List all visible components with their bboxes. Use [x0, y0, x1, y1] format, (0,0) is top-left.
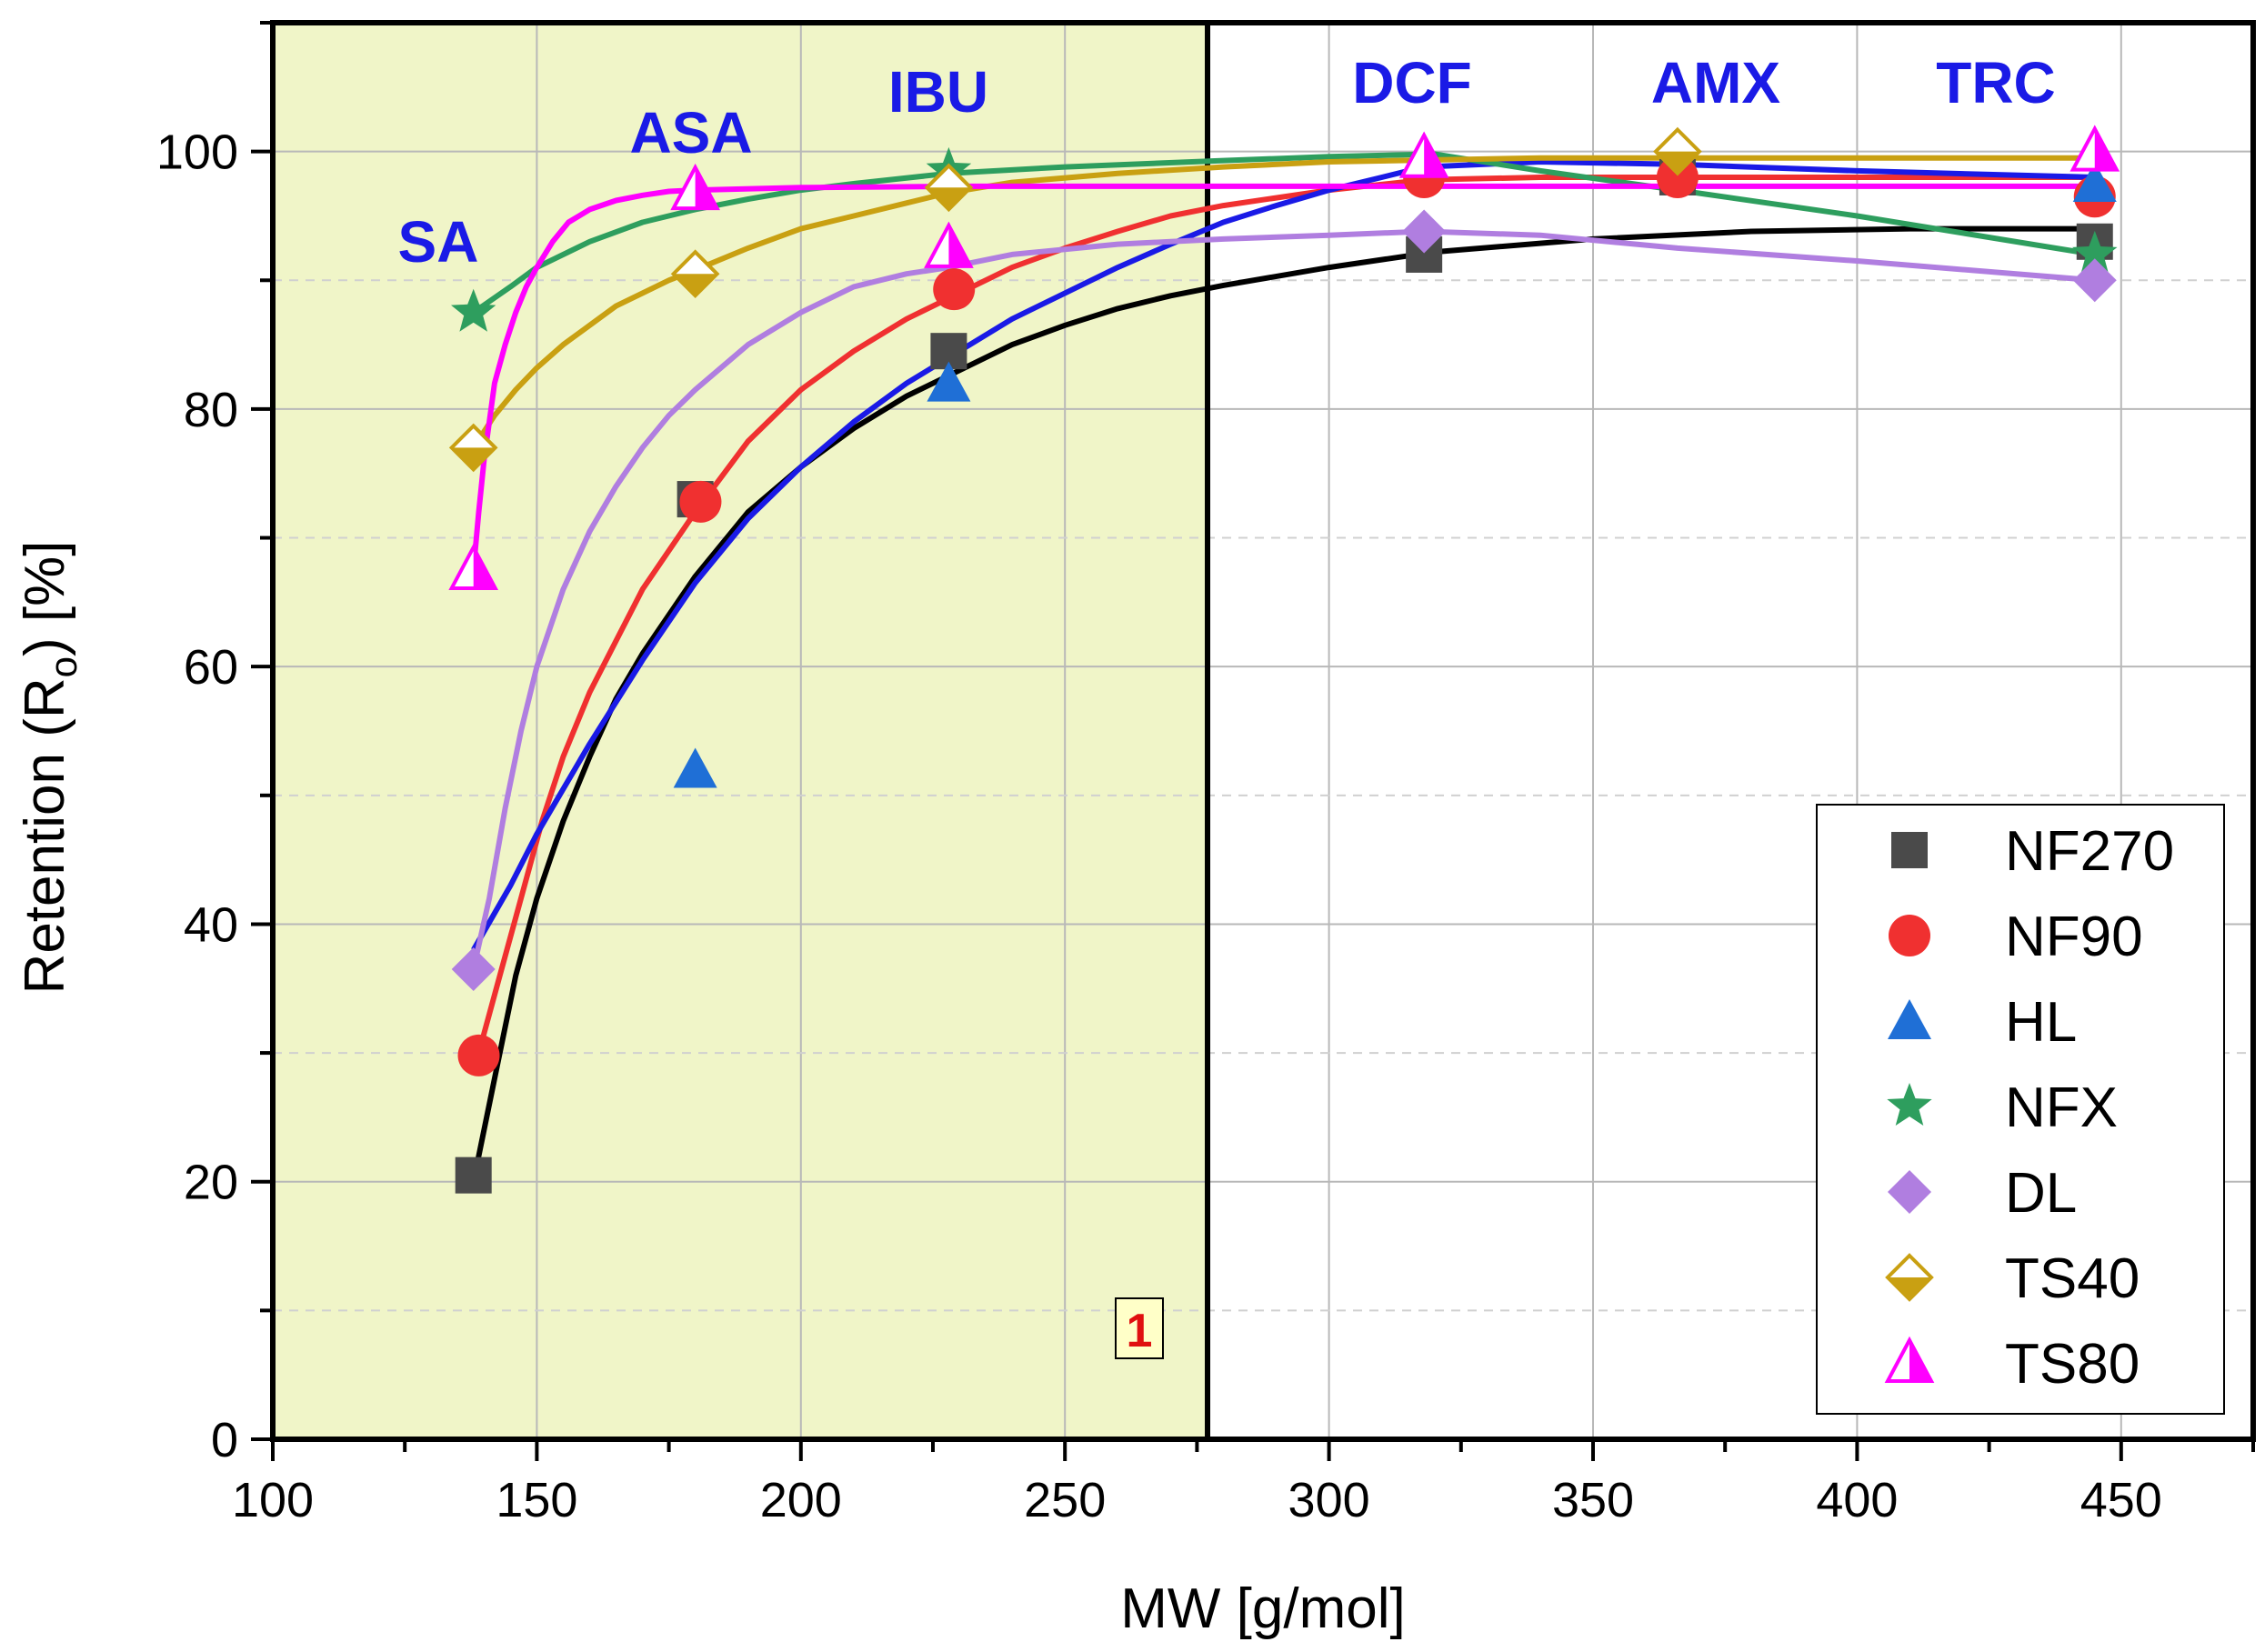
fit-curve-ts40	[471, 155, 2095, 450]
point-nf270-0	[455, 1156, 492, 1194]
point-nf90-2	[933, 268, 976, 311]
x-tick-label-150: 150	[496, 1473, 577, 1527]
legend-label-nfx: NFX	[2005, 1076, 2118, 1139]
point-nf90-1	[679, 480, 722, 523]
point-ts80-3-fill	[1424, 135, 1447, 176]
compound-labels: SA ASA IBU DCF AMX TRC	[398, 50, 2056, 275]
fit-curve-nfx	[471, 151, 2096, 315]
axis-ticks	[251, 21, 2255, 1461]
region-label-box: 1	[1115, 1297, 1164, 1359]
legend-marker-ts80-fill	[1909, 1340, 1931, 1381]
compound-label-sa: SA	[398, 209, 479, 275]
y-axis-title-sub: o	[42, 656, 85, 677]
point-hl-1	[927, 361, 971, 402]
data-points	[448, 125, 2120, 1194]
legend-label-ts80: TS80	[2005, 1333, 2140, 1396]
plot-frame	[270, 20, 2256, 1442]
point-hl-2	[2072, 162, 2117, 203]
y-axis-title-end: ) [%]	[14, 541, 76, 656]
point-dl-1	[1402, 209, 1447, 254]
compound-label-amx: AMX	[1651, 50, 1781, 115]
compound-label-trc: TRC	[1936, 50, 2056, 115]
y-axis-title-main: Retention (R	[14, 677, 76, 994]
x-tick-label-200: 200	[760, 1473, 842, 1527]
x-tick-label-350: 350	[1552, 1473, 1634, 1527]
point-ts80-1-fill	[695, 167, 717, 209]
point-ts80-4-fill	[2094, 128, 2117, 170]
fit-curve-ts80	[470, 183, 2095, 571]
y-tick-label-40: 40	[184, 897, 238, 952]
y-tick-label-60: 60	[184, 640, 238, 695]
y-tick-labels: 0 20 40 60 80 100	[156, 125, 238, 1467]
region-label-border	[1115, 1297, 1164, 1359]
point-ts80-2-fill	[948, 225, 971, 266]
shaded-region-1	[273, 23, 1208, 1439]
x-tick-label-450: 450	[2080, 1473, 2162, 1527]
compound-label-dcf: DCF	[1352, 50, 1472, 115]
legend-marker-ts40-fill	[1888, 1277, 1931, 1299]
x-tick-label-100: 100	[232, 1473, 314, 1527]
fit-curve-hl	[471, 159, 2095, 952]
legend-marker-dl	[1888, 1170, 1931, 1214]
compound-label-ibu: IBU	[888, 59, 988, 125]
legend-marker-hl	[1888, 999, 1931, 1039]
y-tick-label-100: 100	[156, 125, 238, 180]
y-axis-title: Retention (Ro) [%]	[14, 541, 85, 995]
legend-marker-nfx	[1887, 1083, 1932, 1126]
point-ts40-2-fill	[927, 187, 971, 210]
x-tick-labels: 100 150 200 250 300 350 400 450	[232, 1473, 2162, 1527]
y-tick-label-20: 20	[184, 1156, 238, 1210]
point-ts40-1-fill	[673, 274, 717, 296]
y-tick-label-80: 80	[184, 383, 238, 437]
legend-label-nf270: NF270	[2005, 820, 2174, 883]
region-label: 1	[1127, 1305, 1153, 1357]
y-tick-label-0: 0	[211, 1413, 238, 1467]
x-tick-label-250: 250	[1024, 1473, 1106, 1527]
point-nf90-0	[457, 1034, 500, 1076]
x-tick-label-400: 400	[1816, 1473, 1898, 1527]
legend-label-dl: DL	[2005, 1162, 2077, 1225]
legend-box	[1816, 804, 2225, 1415]
legend-label-nf90: NF90	[2005, 906, 2143, 968]
legend-marker-nf90	[1889, 915, 1930, 956]
point-dl-2	[2072, 258, 2117, 303]
point-dl-0	[451, 947, 496, 992]
legend-label-hl: HL	[2005, 991, 2077, 1054]
compound-label-asa: ASA	[629, 100, 752, 165]
point-ts40-0-fill	[451, 447, 496, 470]
point-nfx-0	[451, 288, 496, 332]
point-ts80-0-fill	[473, 546, 496, 588]
x-tick-label-300: 300	[1288, 1473, 1370, 1527]
point-nfx-2	[2072, 230, 2118, 274]
point-nf90-4	[1656, 155, 1699, 198]
legend: NF270 NF90 HL NFX DL TS40 TS80	[1816, 804, 2225, 1415]
point-hl-0	[673, 747, 717, 788]
x-axis-title: MW [g/mol]	[1120, 1577, 1405, 1640]
fit-curves	[470, 151, 2096, 1183]
legend-label-ts40: TS40	[2005, 1247, 2140, 1310]
legend-marker-nf270	[1891, 832, 1928, 868]
point-ts40-3-fill	[1655, 151, 1699, 174]
